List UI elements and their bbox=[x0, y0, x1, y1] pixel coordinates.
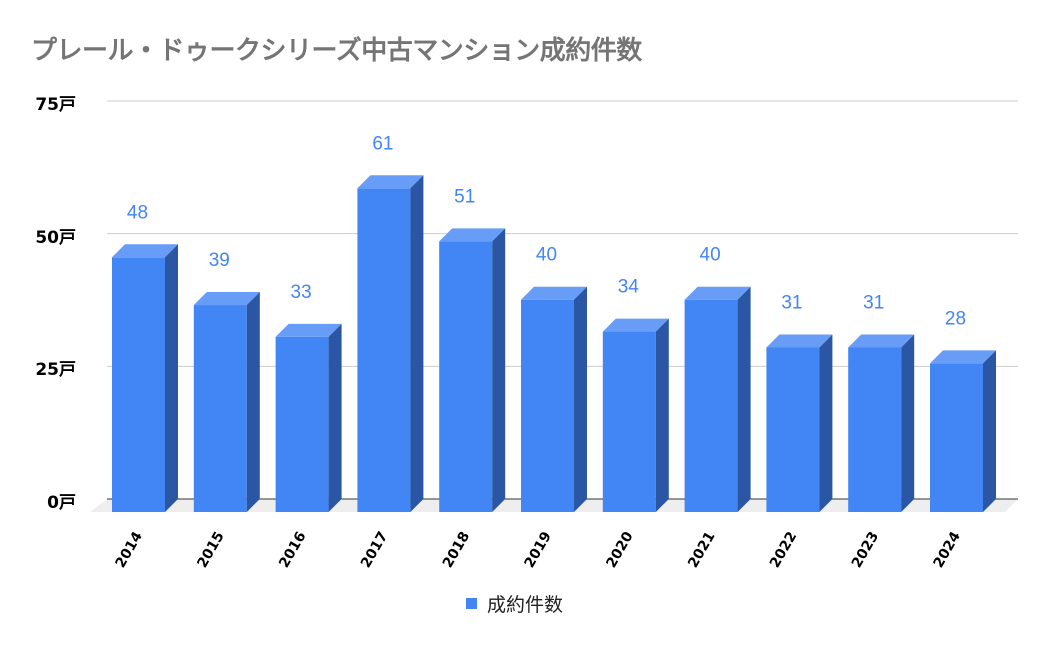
x-tick-label: 2014 bbox=[113, 529, 146, 571]
bar-front bbox=[602, 331, 656, 512]
data-label: 40 bbox=[700, 245, 721, 266]
bar-2016: 33 2016 bbox=[275, 282, 342, 571]
x-tick-label: 2022 bbox=[767, 529, 800, 571]
bar-front bbox=[684, 299, 738, 512]
bar-top bbox=[684, 286, 751, 300]
bar-top bbox=[766, 334, 833, 348]
chart-title: プレール・ドゥークシリーズ中古マンション成約件数 bbox=[31, 36, 642, 66]
x-tick-label: 2019 bbox=[522, 529, 555, 571]
bar-front bbox=[193, 305, 247, 512]
bar-side bbox=[328, 323, 342, 512]
x-tick-label: 2024 bbox=[931, 529, 964, 571]
x-tick-label: 2023 bbox=[849, 529, 882, 571]
bar-2015: 39 2015 bbox=[193, 250, 260, 571]
bar-front bbox=[357, 188, 411, 512]
bar-front bbox=[766, 347, 820, 512]
bar-top bbox=[602, 318, 669, 332]
data-label: 34 bbox=[618, 277, 640, 298]
bar-side bbox=[655, 318, 669, 512]
bar-front bbox=[112, 257, 165, 512]
bar-2022: 31 2022 bbox=[766, 292, 833, 571]
x-tick-label: 2015 bbox=[194, 529, 227, 571]
bar-top bbox=[357, 175, 424, 189]
bar-front bbox=[439, 241, 493, 513]
bar-front bbox=[848, 347, 902, 512]
bar-top bbox=[275, 323, 342, 337]
bar-side bbox=[819, 334, 833, 512]
legend-swatch-icon bbox=[466, 598, 477, 609]
x-tick-label: 2018 bbox=[440, 529, 473, 571]
data-label: 51 bbox=[454, 186, 475, 207]
bar-2024: 28 2024 bbox=[930, 308, 996, 571]
x-tick-label: 2016 bbox=[276, 529, 309, 571]
bar-side bbox=[737, 286, 751, 512]
y-tick-label: 0戸 bbox=[47, 493, 76, 513]
bar-side bbox=[410, 175, 424, 512]
data-label: 33 bbox=[291, 282, 312, 303]
legend-label: 成約件数 bbox=[487, 594, 564, 616]
y-tick-label: 25戸 bbox=[35, 360, 76, 381]
x-tick-label: 2017 bbox=[358, 529, 391, 571]
y-tick-label: 75戸 bbox=[35, 95, 76, 115]
bar-2019: 40 2019 bbox=[521, 245, 587, 571]
data-label: 61 bbox=[372, 133, 393, 154]
bar-2020: 34 2020 bbox=[602, 277, 669, 571]
data-label: 40 bbox=[536, 245, 557, 266]
bar-2017: 61 2017 bbox=[357, 133, 424, 571]
bar-2018: 51 2018 bbox=[439, 186, 506, 571]
legend: 成約件数 bbox=[466, 590, 563, 617]
bar-2021: 40 2021 bbox=[684, 245, 751, 571]
data-label: 28 bbox=[945, 308, 966, 329]
bar-side bbox=[901, 334, 915, 512]
bar-2014: 48 2014 bbox=[112, 202, 178, 571]
bar-side bbox=[983, 350, 996, 512]
data-label: 48 bbox=[127, 202, 148, 223]
data-label: 31 bbox=[863, 292, 884, 313]
bar-side bbox=[574, 286, 587, 512]
data-label: 31 bbox=[781, 292, 802, 313]
bar-side bbox=[165, 244, 178, 512]
x-tick-label: 2021 bbox=[685, 529, 718, 571]
bar-side bbox=[246, 292, 260, 512]
bar-top bbox=[439, 228, 506, 242]
bar-top bbox=[848, 334, 915, 348]
bar-top bbox=[521, 286, 587, 300]
bar-top bbox=[193, 292, 260, 306]
x-tick-label: 2020 bbox=[603, 529, 636, 571]
bar-side bbox=[492, 228, 506, 513]
bar-top bbox=[930, 350, 996, 364]
bar-front bbox=[930, 363, 983, 512]
bar-top bbox=[112, 244, 178, 258]
data-label: 39 bbox=[209, 250, 230, 271]
bar-front bbox=[275, 336, 329, 512]
bar-2023: 31 2023 bbox=[848, 292, 915, 571]
y-tick-label: 50戸 bbox=[35, 227, 76, 248]
bar-front bbox=[521, 299, 574, 512]
